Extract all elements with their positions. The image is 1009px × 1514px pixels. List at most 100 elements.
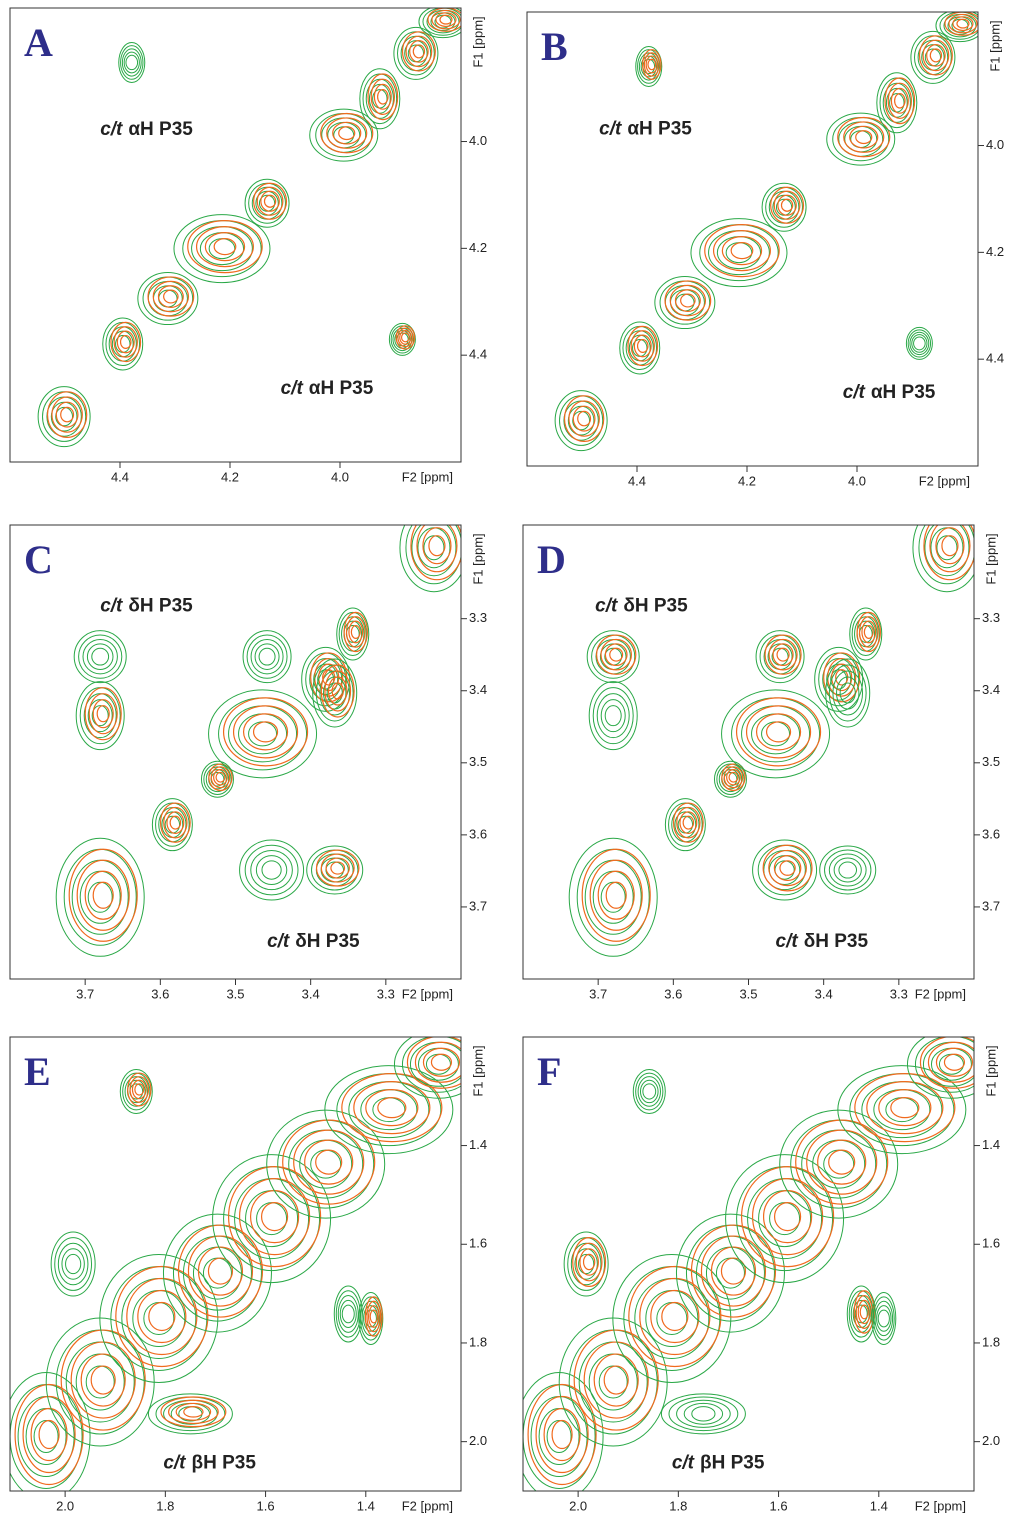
contour-green <box>752 839 818 901</box>
contour-green <box>690 218 788 288</box>
contour-green <box>245 1190 299 1248</box>
contour-orange <box>859 1304 869 1320</box>
x-tick-label: 4.2 <box>221 469 239 484</box>
y-axis-label: F1 [ppm] <box>983 533 998 584</box>
contour-orange <box>169 815 182 830</box>
contour-orange <box>96 705 110 723</box>
contour-orange <box>232 705 299 759</box>
contour-orange <box>177 1224 264 1318</box>
contour-orange <box>730 242 754 260</box>
contour-orange <box>38 1419 60 1450</box>
contour-orange <box>664 280 712 321</box>
contour-orange <box>918 35 953 76</box>
contour-green <box>162 1213 272 1333</box>
y-tick-label: 4.2 <box>986 244 1004 259</box>
contour-orange <box>770 186 805 224</box>
contour-orange <box>922 39 950 72</box>
contour-orange <box>320 853 355 883</box>
contour-orange <box>682 815 695 830</box>
contour-green <box>812 1139 866 1189</box>
contour-orange <box>755 713 802 751</box>
contour-green <box>554 390 608 452</box>
contour-green <box>25 1408 67 1466</box>
contour-green <box>905 326 933 360</box>
y-tick-label: 1.8 <box>982 1334 1000 1349</box>
contour-orange <box>780 198 794 212</box>
contour-green <box>199 232 245 266</box>
panel: 4.4 4.2 4.04.04.24.4F2 [ppm]F1 [ppm]Bc/t αH… <box>526 11 1004 488</box>
contour-green <box>250 638 284 675</box>
contour-orange <box>187 220 263 274</box>
contour-green <box>75 681 125 751</box>
contour-orange <box>527 1383 597 1486</box>
contour-orange <box>858 616 879 648</box>
contour-orange <box>163 806 188 839</box>
y-tick-label: 2.0 <box>982 1433 1000 1448</box>
contour-green <box>182 220 262 278</box>
contour-orange <box>320 112 374 154</box>
y-tick-label: 1.4 <box>469 1137 487 1152</box>
contour-orange <box>669 284 707 317</box>
annotation: c/t αH P35 <box>100 119 193 140</box>
contour-orange <box>90 1365 116 1395</box>
contour-orange <box>929 525 971 573</box>
contour-orange <box>353 1081 431 1135</box>
contour-green <box>121 48 142 77</box>
contour-green <box>930 1047 972 1081</box>
x-tick-label: 3.3 <box>890 986 908 1001</box>
contour-green <box>401 1037 461 1093</box>
contour-orange <box>377 1097 407 1119</box>
contour-orange <box>572 405 596 432</box>
x-tick-label: 1.6 <box>257 1498 275 1513</box>
contour-orange <box>676 806 701 839</box>
y-tick-label: 3.6 <box>469 826 487 841</box>
contour-green <box>337 1295 359 1333</box>
x-tick-label: 4.0 <box>331 469 349 484</box>
contour-green <box>830 669 848 690</box>
contour-green <box>596 693 630 739</box>
y-tick-label: 1.6 <box>469 1236 487 1251</box>
x-tick-label: 2.0 <box>569 1498 587 1513</box>
spectrum <box>10 1037 461 1491</box>
contour-green <box>568 837 658 957</box>
contour-orange <box>661 1301 689 1332</box>
contour-orange <box>163 289 179 304</box>
contour-green <box>588 1353 638 1411</box>
contour-orange <box>80 1353 126 1407</box>
contour-green <box>675 1213 785 1333</box>
x-tick-label: 3.7 <box>76 986 94 1001</box>
contour-orange <box>855 130 873 145</box>
contour-green <box>311 849 359 891</box>
contour-orange <box>210 766 231 789</box>
contour-orange <box>828 1149 856 1175</box>
contour-orange <box>399 330 412 345</box>
contour-orange <box>589 859 643 931</box>
contour-orange <box>641 49 662 80</box>
contour-green <box>645 1289 699 1347</box>
contour-green <box>255 855 288 885</box>
x-tick-label: 1.4 <box>357 1498 375 1513</box>
contour-orange <box>806 1129 878 1195</box>
y-tick-label: 4.4 <box>469 347 487 362</box>
contour-green <box>142 276 194 321</box>
contour-orange <box>779 860 796 876</box>
contour-orange <box>919 1037 974 1089</box>
contour-green <box>574 1248 598 1280</box>
contour-green <box>612 1253 732 1383</box>
contour-orange <box>377 89 389 105</box>
contour-green <box>725 1154 845 1284</box>
contour-orange <box>721 236 763 266</box>
contour-green <box>819 845 877 895</box>
contour-orange <box>422 1047 461 1077</box>
x-tick-label: 3.6 <box>664 986 682 1001</box>
contour-green <box>261 860 282 880</box>
contour-orange <box>282 1119 376 1205</box>
contour-orange <box>166 811 185 835</box>
contour-orange <box>628 1265 722 1368</box>
contour-orange <box>137 1289 187 1344</box>
annotation-text: αH P35 <box>871 382 936 403</box>
contour-orange <box>366 1300 382 1333</box>
x-axis-label: F2 [ppm] <box>402 469 453 484</box>
y-tick-label: 3.5 <box>982 754 1000 769</box>
spectrum <box>554 12 978 452</box>
